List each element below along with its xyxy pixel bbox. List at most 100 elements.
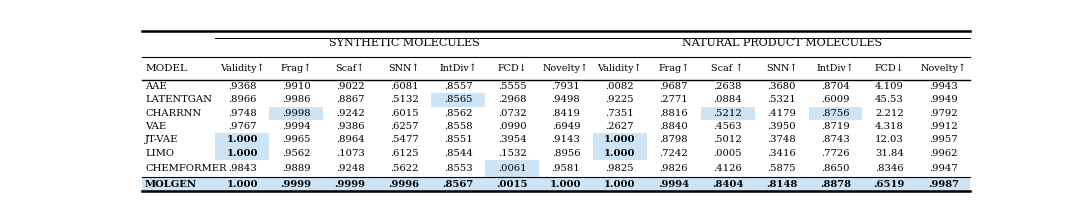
Text: .8966: .8966 bbox=[228, 95, 257, 104]
Text: .9957: .9957 bbox=[929, 135, 958, 144]
Text: LIMO: LIMO bbox=[145, 149, 174, 158]
Text: Frag↑: Frag↑ bbox=[281, 64, 312, 73]
Text: .8346: .8346 bbox=[875, 164, 904, 173]
Text: .9943: .9943 bbox=[929, 82, 958, 91]
Text: SYNTHETIC MOLECULES: SYNTHETIC MOLECULES bbox=[328, 38, 480, 48]
Text: NATURAL PRODUCT MOLECULES: NATURAL PRODUCT MOLECULES bbox=[681, 38, 881, 48]
Text: 2.212: 2.212 bbox=[875, 109, 904, 118]
Text: 1.000: 1.000 bbox=[604, 179, 635, 189]
Text: .1532: .1532 bbox=[498, 149, 526, 158]
Text: .0990: .0990 bbox=[498, 122, 526, 131]
Text: .8956: .8956 bbox=[552, 149, 580, 158]
Text: Validity↑: Validity↑ bbox=[597, 64, 643, 73]
Text: .8404: .8404 bbox=[712, 179, 743, 189]
Text: .7242: .7242 bbox=[660, 149, 688, 158]
Text: .7726: .7726 bbox=[821, 149, 850, 158]
Text: .6009: .6009 bbox=[821, 95, 850, 104]
Text: .9248: .9248 bbox=[336, 164, 365, 173]
Text: .4126: .4126 bbox=[713, 164, 742, 173]
Text: .1073: .1073 bbox=[336, 149, 365, 158]
Text: MODEL: MODEL bbox=[145, 64, 187, 73]
Text: .0884: .0884 bbox=[713, 95, 742, 104]
Text: .8867: .8867 bbox=[336, 95, 364, 104]
Text: .8557: .8557 bbox=[444, 82, 472, 91]
Text: .9910: .9910 bbox=[282, 82, 311, 91]
Text: .0005: .0005 bbox=[714, 149, 742, 158]
Text: .4179: .4179 bbox=[767, 109, 796, 118]
Bar bbox=[215, 146, 269, 160]
Text: .8567: .8567 bbox=[443, 179, 474, 189]
Text: .6125: .6125 bbox=[390, 149, 418, 158]
Text: .9368: .9368 bbox=[228, 82, 257, 91]
Text: .9949: .9949 bbox=[929, 95, 958, 104]
Text: .8562: .8562 bbox=[444, 109, 472, 118]
Bar bbox=[431, 93, 485, 107]
Text: CHARRNN: CHARRNN bbox=[145, 109, 201, 118]
Text: .9687: .9687 bbox=[660, 82, 688, 91]
Text: 1.000: 1.000 bbox=[227, 135, 258, 144]
Text: .8544: .8544 bbox=[444, 149, 472, 158]
Bar bbox=[809, 107, 863, 120]
Text: .9792: .9792 bbox=[929, 109, 958, 118]
Text: .8704: .8704 bbox=[821, 82, 850, 91]
Text: SNN↑: SNN↑ bbox=[389, 64, 420, 73]
Text: .8551: .8551 bbox=[444, 135, 472, 144]
Text: .3416: .3416 bbox=[767, 149, 796, 158]
Text: .9962: .9962 bbox=[929, 149, 958, 158]
Text: .4563: .4563 bbox=[714, 122, 742, 131]
Text: .9999: .9999 bbox=[335, 179, 366, 189]
Text: .9581: .9581 bbox=[552, 164, 580, 173]
Text: .9748: .9748 bbox=[228, 109, 257, 118]
Text: MOLGEN: MOLGEN bbox=[145, 179, 198, 189]
Text: .6519: .6519 bbox=[874, 179, 905, 189]
Text: Scaf↑: Scaf↑ bbox=[336, 64, 365, 73]
Text: .9143: .9143 bbox=[552, 135, 580, 144]
Text: .9999: .9999 bbox=[281, 179, 312, 189]
Text: .3954: .3954 bbox=[498, 135, 526, 144]
Text: .9994: .9994 bbox=[282, 122, 311, 131]
Text: .8553: .8553 bbox=[444, 164, 472, 173]
Text: FCD↓: FCD↓ bbox=[497, 64, 527, 73]
Text: 4.318: 4.318 bbox=[875, 122, 904, 131]
Text: .5212: .5212 bbox=[713, 109, 742, 118]
Text: .9986: .9986 bbox=[282, 95, 310, 104]
Text: IntDiv↑: IntDiv↑ bbox=[816, 64, 854, 73]
Text: .2771: .2771 bbox=[660, 95, 688, 104]
Text: .5875: .5875 bbox=[767, 164, 796, 173]
Text: .8419: .8419 bbox=[552, 109, 580, 118]
Bar bbox=[701, 107, 755, 120]
Text: Frag↑: Frag↑ bbox=[658, 64, 689, 73]
Text: .3748: .3748 bbox=[767, 135, 796, 144]
Text: .5477: .5477 bbox=[390, 135, 418, 144]
Text: .8878: .8878 bbox=[820, 179, 851, 189]
Text: .9965: .9965 bbox=[282, 135, 310, 144]
Text: .9022: .9022 bbox=[336, 82, 364, 91]
Text: .0061: .0061 bbox=[498, 164, 526, 173]
Text: .9947: .9947 bbox=[929, 164, 958, 173]
Text: SNN↑: SNN↑ bbox=[766, 64, 797, 73]
Text: .0082: .0082 bbox=[606, 82, 634, 91]
Text: 12.03: 12.03 bbox=[875, 135, 904, 144]
Text: .6949: .6949 bbox=[552, 122, 580, 131]
Text: .5132: .5132 bbox=[390, 95, 418, 104]
Bar bbox=[593, 146, 647, 160]
Text: 45.53: 45.53 bbox=[875, 95, 904, 104]
Text: 1.000: 1.000 bbox=[604, 149, 635, 158]
Text: .9996: .9996 bbox=[389, 179, 420, 189]
Text: .9225: .9225 bbox=[606, 95, 634, 104]
Bar bbox=[593, 133, 647, 146]
Text: .9912: .9912 bbox=[929, 122, 958, 131]
Text: .3950: .3950 bbox=[767, 122, 796, 131]
Text: .8756: .8756 bbox=[821, 109, 850, 118]
Text: .9994: .9994 bbox=[658, 179, 689, 189]
Text: .9825: .9825 bbox=[606, 164, 634, 173]
Text: .5555: .5555 bbox=[498, 82, 526, 91]
Text: 1.000: 1.000 bbox=[550, 179, 582, 189]
Text: CHEMFORMER: CHEMFORMER bbox=[145, 164, 227, 173]
Bar bbox=[269, 107, 323, 120]
Text: LATENTGAN: LATENTGAN bbox=[145, 95, 212, 104]
Text: .7351: .7351 bbox=[606, 109, 634, 118]
Bar bbox=[485, 160, 539, 177]
Text: .5321: .5321 bbox=[767, 95, 796, 104]
Text: Scaf ↑: Scaf ↑ bbox=[712, 64, 744, 73]
